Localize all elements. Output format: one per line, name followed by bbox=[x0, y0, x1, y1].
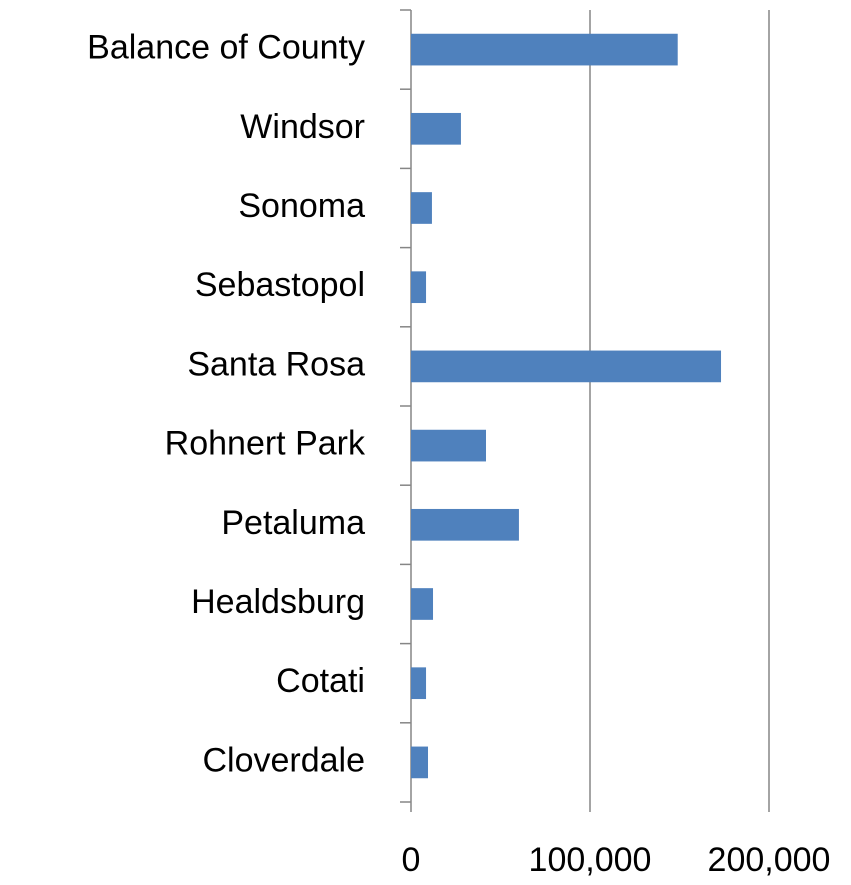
x-tick-label: 200,000 bbox=[708, 841, 831, 879]
y-tick-label: Cotati bbox=[276, 662, 365, 700]
y-tick-label: Sonoma bbox=[238, 187, 365, 225]
y-tick-label: Santa Rosa bbox=[187, 345, 365, 383]
y-tick-label: Balance of County bbox=[87, 29, 365, 67]
x-tick-label: 100,000 bbox=[529, 841, 652, 879]
y-tick-label: Windsor bbox=[240, 108, 365, 146]
bar bbox=[411, 588, 434, 620]
bar bbox=[411, 350, 722, 383]
y-tick-label: Sebastopol bbox=[195, 266, 365, 304]
bar bbox=[411, 429, 487, 462]
x-tick-label: 0 bbox=[402, 841, 421, 879]
bar bbox=[411, 508, 519, 541]
bar bbox=[411, 746, 429, 779]
bar bbox=[411, 33, 678, 66]
y-tick-label: Rohnert Park bbox=[165, 425, 366, 463]
y-tick-label: Healdsburg bbox=[191, 583, 365, 621]
bar bbox=[411, 112, 461, 145]
y-tick-label: Petaluma bbox=[221, 504, 365, 542]
bar bbox=[411, 192, 432, 224]
bar bbox=[411, 271, 427, 304]
bar bbox=[411, 667, 427, 700]
y-tick-label: Cloverdale bbox=[202, 741, 365, 779]
